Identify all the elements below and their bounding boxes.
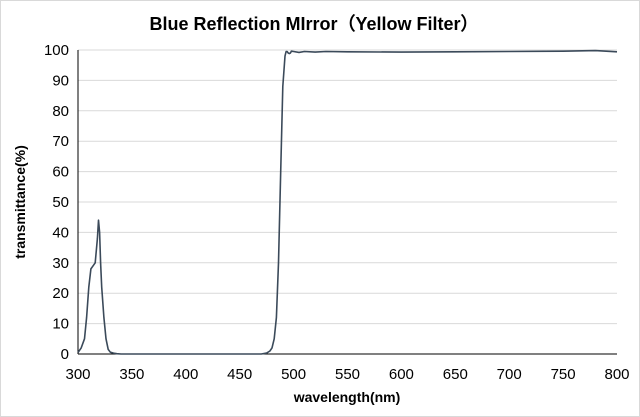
y-tick-label: 40 [52,224,69,241]
y-axis-title: transmittance(%) [12,145,28,259]
y-axis-ticks: 0 10 20 30 40 50 60 70 80 90 100 [44,42,69,363]
y-tick-label: 50 [52,194,69,211]
transmittance-series-line [77,49,618,355]
x-tick-label: 600 [389,366,414,383]
y-tick-label: 0 [61,346,69,363]
y-tick-label: 90 [52,72,69,89]
x-tick-label: 300 [65,366,90,383]
x-axis-title: wavelength(nm) [293,389,401,405]
y-tick-label: 100 [44,42,69,59]
x-tick-label: 450 [227,366,252,383]
y-tick-label: 70 [52,133,69,150]
gridlines [78,49,617,325]
y-tick-label: 80 [52,103,69,120]
data-series [77,49,618,355]
x-tick-label: 650 [443,366,468,383]
chart-title: Blue Reflection MIrror（Yellow Filter） [149,14,478,34]
x-tick-label: 750 [551,366,576,383]
x-tick-label: 550 [335,366,360,383]
x-tick-label: 700 [497,366,522,383]
x-axis-ticks: 300 350 400 450 500 550 600 650 700 750 800 [65,366,629,383]
y-tick-label: 20 [52,285,69,302]
y-tick-label: 30 [52,255,69,272]
y-tick-label: 10 [52,316,69,333]
y-tick-label: 60 [52,164,69,181]
x-tick-label: 400 [173,366,198,383]
x-tick-label: 800 [604,366,629,383]
x-tick-label: 500 [281,366,306,383]
x-tick-label: 350 [119,366,144,383]
